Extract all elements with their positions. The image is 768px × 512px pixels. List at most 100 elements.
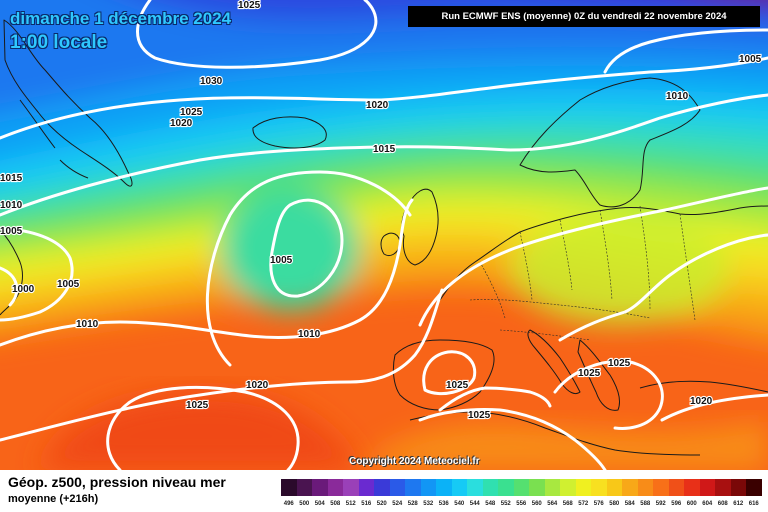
- color-scale-label: 564: [547, 501, 558, 507]
- pressure-label: 1025: [446, 380, 469, 391]
- pressure-label: 1025: [186, 400, 209, 411]
- color-scale-label: 576: [593, 501, 604, 507]
- color-swatch: [296, 479, 312, 496]
- color-scale-label: 596: [671, 501, 682, 507]
- color-swatch: [699, 479, 715, 496]
- color-scale-label: 512: [345, 501, 356, 507]
- color-swatch: [451, 479, 467, 496]
- pressure-label: 1020: [170, 118, 193, 129]
- color-swatch: [529, 479, 545, 496]
- color-swatch: [374, 479, 390, 496]
- color-scale-label: 552: [500, 501, 511, 507]
- color-swatch: [327, 479, 343, 496]
- color-scale-label: 516: [361, 501, 372, 507]
- pressure-label: 1020: [366, 100, 389, 111]
- color-swatch: [405, 479, 421, 496]
- color-scale-label: 604: [702, 501, 713, 507]
- color-scale-label: 544: [469, 501, 480, 507]
- pressure-label: 1015: [0, 173, 23, 184]
- color-scale: [281, 479, 762, 496]
- pressure-label: 1020: [690, 396, 713, 407]
- color-swatch: [560, 479, 576, 496]
- pressure-label: 1005: [57, 279, 80, 290]
- copyright-notice: Copyright 2024 Meteociel.fr: [349, 456, 480, 467]
- color-scale-label: 560: [531, 501, 542, 507]
- pressure-label: 1020: [246, 380, 269, 391]
- forecast-date: dimanche 1 décembre 2024: [10, 9, 232, 28]
- color-swatch: [746, 479, 762, 496]
- color-swatch: [715, 479, 731, 496]
- legend-bar: Géop. z500, pression niveau mer moyenne …: [0, 470, 768, 512]
- color-swatch: [730, 479, 746, 496]
- pressure-label: 1025: [468, 410, 491, 421]
- z500-pressure-map: 1025 1030 1020 1025 1020 1015 1010 1005 …: [0, 0, 768, 470]
- pressure-label: 1025: [238, 0, 261, 11]
- color-swatch: [358, 479, 374, 496]
- color-scale-label: 528: [407, 501, 418, 507]
- color-scale-label: 568: [562, 501, 573, 507]
- color-swatch: [482, 479, 498, 496]
- pressure-label: 1010: [0, 200, 23, 211]
- color-scale-label: 540: [454, 501, 465, 507]
- color-scale-labels: 496 500 504 508 512 516 520 524 528 532 536 540 544 5…: [281, 500, 762, 509]
- pressure-label: 1000: [12, 284, 35, 295]
- pressure-label: 1030: [200, 76, 223, 87]
- color-scale-label: 548: [485, 501, 496, 507]
- color-swatch: [343, 479, 359, 496]
- color-scale-label: 616: [748, 501, 759, 507]
- color-scale-label: 612: [733, 501, 744, 507]
- pressure-label: 1005: [739, 54, 762, 65]
- color-scale-label: 532: [423, 501, 434, 507]
- color-swatch: [622, 479, 638, 496]
- color-scale-label: 600: [686, 501, 697, 507]
- color-swatch: [606, 479, 622, 496]
- color-scale-label: 520: [376, 501, 387, 507]
- color-swatch: [420, 479, 436, 496]
- pressure-label: 1025: [578, 368, 601, 379]
- variable-subtitle: moyenne (+216h): [8, 493, 99, 505]
- pressure-label: 1025: [608, 358, 631, 369]
- pressure-label: 1015: [373, 144, 396, 155]
- color-scale-label: 588: [640, 501, 651, 507]
- color-scale-label: 584: [624, 501, 635, 507]
- color-swatch: [684, 479, 700, 496]
- variable-title: Géop. z500, pression niveau mer: [8, 474, 226, 490]
- color-scale-label: 536: [438, 501, 449, 507]
- color-swatch: [389, 479, 405, 496]
- color-swatch: [513, 479, 529, 496]
- color-scale-label: 508: [330, 501, 341, 507]
- color-scale-label: 608: [717, 501, 728, 507]
- pressure-label: 1010: [298, 329, 321, 340]
- color-scale-label: 496: [283, 501, 294, 507]
- pressure-label: 1010: [666, 91, 689, 102]
- pressure-label: 1025: [180, 107, 203, 118]
- color-swatch: [281, 479, 297, 496]
- color-scale-label: 500: [299, 501, 310, 507]
- color-swatch: [591, 479, 607, 496]
- color-swatch: [637, 479, 653, 496]
- color-scale-label: 572: [578, 501, 589, 507]
- pressure-label: 1005: [0, 226, 23, 237]
- pressure-label: 1010: [76, 319, 99, 330]
- color-scale-label: 556: [516, 501, 527, 507]
- isobars: [0, 0, 768, 470]
- color-scale-label: 592: [655, 501, 666, 507]
- color-swatch: [498, 479, 514, 496]
- run-info-banner: Run ECMWF ENS (moyenne) 0Z du vendredi 2…: [408, 6, 760, 27]
- forecast-time: 1:00 locale: [10, 32, 108, 53]
- color-swatch: [312, 479, 328, 496]
- color-scale-label: 504: [314, 501, 325, 507]
- color-swatch: [436, 479, 452, 496]
- coastlines: [0, 19, 768, 456]
- pressure-label: 1005: [270, 255, 293, 266]
- pressure-labels: 1025 1030 1020 1025 1020 1015 1010 1005 …: [0, 0, 763, 422]
- color-swatch: [544, 479, 560, 496]
- color-swatch: [653, 479, 669, 496]
- color-swatch: [575, 479, 591, 496]
- color-swatch: [668, 479, 684, 496]
- color-swatch: [467, 479, 483, 496]
- color-scale-label: 580: [609, 501, 620, 507]
- country-borders: [469, 205, 696, 341]
- color-scale-label: 524: [392, 501, 403, 507]
